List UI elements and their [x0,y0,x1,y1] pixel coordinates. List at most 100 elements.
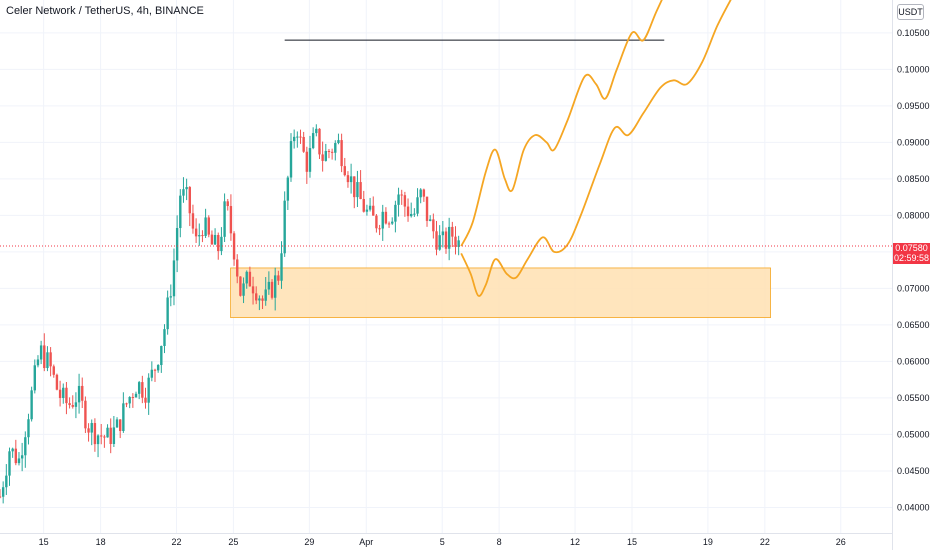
candle-body [109,427,112,444]
candle-body [84,400,87,429]
candle-body [447,226,451,249]
candle-body [112,427,116,444]
candle-body [356,182,359,198]
candle-body [137,382,141,394]
candle-body [58,389,62,398]
projection-path-1[interactable] [460,0,674,247]
candle-body [153,369,157,371]
candle-body [172,260,176,297]
candle-body [115,419,119,428]
candle-body [68,403,71,406]
candle-body [353,176,356,198]
x-tick-label: Apr [359,537,373,547]
grid-lines [0,0,892,533]
candle-body [327,151,331,153]
candle-body [198,235,201,237]
candle-body [397,194,400,205]
y-axis[interactable]: 0.04000 0.04500 0.05000 0.05500 0.06000 0.065… [897,28,930,513]
candle-body [27,419,30,438]
candle-body [14,448,18,464]
candle-body [343,166,346,176]
x-tick-label: 22 [171,537,181,547]
candle-body [43,345,46,369]
candle-body [30,390,33,420]
candle-body [267,281,271,290]
candle-body [100,435,103,437]
candle-body [438,235,441,250]
candle-body [261,298,264,301]
candle-body [20,455,24,459]
candle-body [365,209,369,212]
candle-body [381,211,384,229]
x-axis[interactable]: 15 18 22 25 29 Apr 5 8 12 15 19 22 26 [39,537,846,547]
candle-body [96,435,100,445]
candle-body [394,204,397,222]
candle-body [245,271,248,284]
candle-body [150,369,154,378]
y-tick-label: 0.04000 [897,502,930,512]
demand-zone-rect[interactable] [230,267,771,319]
x-tick-label: 15 [627,537,637,547]
projection-path-2[interactable] [460,0,732,297]
candle-body [444,231,448,249]
candle-body [118,419,122,432]
candle-body [441,231,445,236]
x-tick-label: 25 [228,537,238,547]
candle-body [49,352,52,367]
candle-body [432,219,435,232]
x-tick-label: 8 [497,537,502,547]
candle-body [239,276,242,296]
candle-body [255,293,258,301]
candle-body [428,219,432,221]
candle-body [324,151,328,161]
candle-body [106,427,109,438]
candle-body [277,275,280,281]
y-tick-label: 0.07000 [897,283,930,293]
candle-countdown: 02:59:58 [893,253,930,263]
candle-body [299,136,302,138]
candle-body [236,259,239,277]
candle-body [226,201,229,207]
candle-body [207,217,210,235]
candle-body [416,197,419,214]
candle-body [191,213,195,229]
x-tick-label: 22 [760,537,770,547]
candle-body [141,382,144,398]
x-tick-label: 12 [570,537,580,547]
candle-body [156,365,160,371]
candle-body [103,436,106,438]
candle-body [270,281,274,298]
y-tick-label: 0.09500 [897,101,930,111]
candle-body [378,228,381,230]
candle-body [8,451,11,476]
candle-body [296,136,299,138]
candle-body [283,200,286,254]
chart-title: Celer Network / TetherUS, 4h, BINANCE [6,5,204,17]
candle-body [387,223,391,225]
candle-body [201,235,204,237]
candle-body [17,458,21,464]
candle-body [403,195,407,207]
candle-body [188,187,191,214]
candle-body [52,366,55,375]
candle-body [131,397,135,399]
candle-body [33,365,36,391]
candle-body [372,205,375,216]
y-tick-label: 0.10000 [897,64,930,74]
candle-body [308,148,312,172]
candle-body [217,234,220,252]
currency-unit-badge[interactable]: USDT [897,4,924,20]
candle-body [251,286,255,294]
candle-body [451,226,454,237]
candle-body [273,275,277,298]
x-tick-label: 26 [836,537,846,547]
x-tick-label: 5 [440,537,445,547]
candle-body [400,194,403,196]
candle-body [454,236,457,247]
candle-body [413,213,416,215]
candle-body [311,133,315,149]
candle-body [315,128,318,134]
candle-body [134,393,138,398]
y-tick-label: 0.05000 [897,429,930,439]
